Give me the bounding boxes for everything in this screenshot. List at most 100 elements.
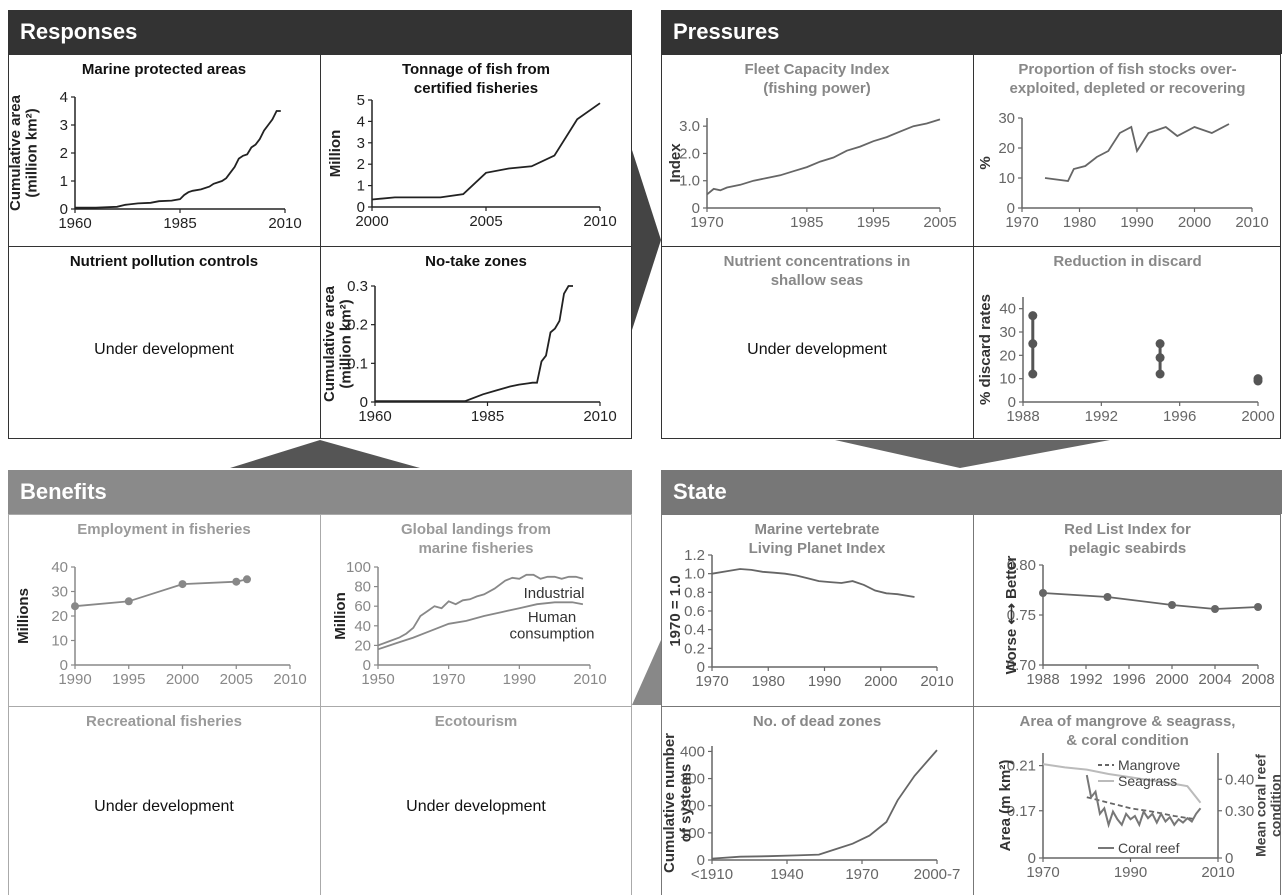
discard-point <box>1155 369 1165 379</box>
series-line-industrial <box>377 573 584 647</box>
y-tick-label: 0 <box>357 199 365 216</box>
panel-redlist: Red List Index for pelagic seabirds <box>973 514 1282 706</box>
y-tick-label: 20 <box>998 140 1015 157</box>
y-tick-label: 30 <box>51 584 68 601</box>
x-tick-label: 2000-7 <box>914 866 961 883</box>
x-tick-label: 1990 <box>808 673 841 690</box>
y-tick-label: 400 <box>680 743 705 760</box>
x-tick-label: 1970 <box>1005 214 1038 231</box>
x-tick-label: 2004 <box>1198 671 1231 688</box>
redlist-title: Red List Index for pelagic seabirds <box>1064 521 1191 557</box>
x-tick-label: 1950 <box>361 671 394 688</box>
series-label-industrial: Industrial <box>524 585 585 602</box>
discard-point <box>1155 339 1165 349</box>
y-tick-label: 2 <box>60 145 68 162</box>
chart-mangrove <box>1039 753 1222 862</box>
y-tick-label: 300 <box>680 771 705 788</box>
y-tick-label: 0.17 <box>1007 803 1036 820</box>
y-axis-label: Millions <box>15 588 32 644</box>
y-tick-label: 20 <box>51 608 68 625</box>
x-tick-label: 2010 <box>920 673 953 690</box>
x-tick-label: 1940 <box>770 866 803 883</box>
pressures-header: Pressures <box>661 10 1282 54</box>
y-tick-label: 0.3 <box>347 278 368 295</box>
y-tick-label: 4 <box>60 89 68 106</box>
y-tick-label: 2 <box>357 156 365 173</box>
y-tick-label: 40 <box>354 618 371 635</box>
series-line-fleet <box>706 118 941 196</box>
panel-notake: No-take zones <box>320 246 632 439</box>
y-tick-label: 0 <box>1008 394 1016 411</box>
data-point <box>1039 589 1047 597</box>
panel-ecotourism: Ecotourism Under development <box>320 706 632 895</box>
series-line-notake <box>375 285 573 403</box>
y-tick-label: 0.2 <box>684 640 705 657</box>
y-tick-label: 0 <box>363 657 371 674</box>
stocks-title: Proportion of fish stocks over- exploite… <box>1009 61 1246 97</box>
y-tick-label: 0 <box>697 659 705 676</box>
x-tick-label: 1988 <box>1026 671 1059 688</box>
series-line-human-consumption <box>377 601 584 651</box>
x-tick-label: 2010 <box>583 408 616 425</box>
panel-deadzones: No. of dead zones <box>661 706 973 895</box>
y-tick-label: 100 <box>680 825 705 842</box>
data-point <box>178 580 187 589</box>
discard-point <box>1028 311 1038 321</box>
y-tick-label: 0.21 <box>1007 758 1036 775</box>
x-tick-label: 1990 <box>503 671 536 688</box>
x-tick-label: 1992 <box>1085 408 1118 425</box>
nutrient-conc-title: Nutrient concentrations in shallow seas <box>723 253 911 289</box>
x-tick-label: 1990 <box>58 671 91 688</box>
chart-lpi <box>708 554 938 671</box>
under-development-label: Under development <box>94 341 234 358</box>
mpa-title: Marine protected areas <box>81 61 247 78</box>
series-line-mpa <box>75 110 281 209</box>
x-tick-label: <1910 <box>691 866 733 883</box>
series-line-employment <box>74 578 248 608</box>
y-tick-label: 40 <box>51 559 68 576</box>
y-axis-label: Million <box>327 130 344 178</box>
panel-mangrove: Area of mangrove & seagrass, & coral con… <box>973 706 1282 895</box>
y-tick-label: 1 <box>60 173 68 190</box>
chart-employment <box>71 566 291 669</box>
arrow-responses-to-pressures <box>632 150 661 330</box>
y-tick-label: 40 <box>999 301 1016 318</box>
data-point <box>243 575 251 584</box>
panel-recreational: Recreational fisheries Under development <box>8 706 320 895</box>
y-tick-label: 0 <box>1028 850 1036 867</box>
panel-tonnage: Tonnage of fish from certified fisheries <box>320 54 632 246</box>
y-axis-label: Cumulative area(million km²) <box>321 285 355 402</box>
y-tick-label: 5 <box>357 92 365 109</box>
y-axis-label: Area (m km²) <box>997 760 1014 852</box>
series-line-redlist <box>1042 592 1259 610</box>
y-tick-label: 3 <box>60 117 68 134</box>
x-tick-label: 2008 <box>1241 671 1274 688</box>
landings-title: Global landings from marine fisheries <box>400 521 551 557</box>
y-tick-label: 20 <box>999 347 1016 364</box>
y-tick-label: 0 <box>692 200 700 217</box>
panel-nutrient-conc: Nutrient concentrations in shallow seas … <box>661 246 973 439</box>
employment-title: Employment in fisheries <box>77 521 251 538</box>
under-development-label: Under development <box>747 341 887 358</box>
under-development-label: Under development <box>406 798 546 815</box>
tonnage-title: Tonnage of fish from certified fisheries <box>401 61 551 97</box>
chart-redlist <box>1039 564 1262 669</box>
x-tick-label: 1985 <box>163 215 196 232</box>
data-point <box>1168 601 1176 609</box>
state-header: State <box>661 470 1282 514</box>
y2-tick-label: 0 <box>1225 850 1233 867</box>
arrow-benefits-to-responses <box>230 440 420 468</box>
series-label-human-consumption: Human consumption <box>509 609 594 643</box>
x-tick-label: 2000 <box>166 671 199 688</box>
y-tick-label: 0.70 <box>1007 657 1036 674</box>
x-tick-label: 2010 <box>1201 864 1234 881</box>
chart-notake <box>371 285 601 406</box>
x-tick-label: 2005 <box>469 213 502 230</box>
data-point <box>1103 593 1112 601</box>
mangrove-legend <box>1098 764 1114 849</box>
responses-header: Responses <box>8 10 632 54</box>
y2-tick-label: 0.30 <box>1225 803 1254 820</box>
panel-stocks: Proportion of fish stocks over- exploite… <box>973 54 1282 246</box>
data-point <box>71 602 79 611</box>
data-point <box>232 577 241 586</box>
